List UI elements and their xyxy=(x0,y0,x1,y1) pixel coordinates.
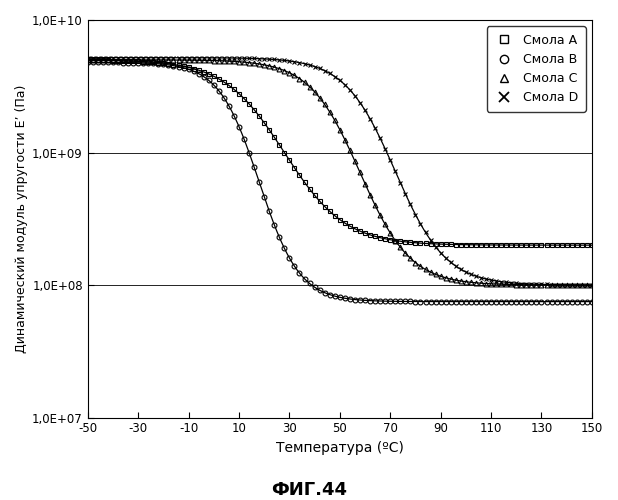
Legend: Смола A, Смола B, Смола C, Смола D: Смола A, Смола B, Смола C, Смола D xyxy=(486,26,586,112)
X-axis label: Температура (ºC): Температура (ºC) xyxy=(276,441,404,455)
Y-axis label: Динамический модуль упругости E’ (Па): Динамический модуль упругости E’ (Па) xyxy=(15,84,28,353)
Text: ФИГ.44: ФИГ.44 xyxy=(271,481,347,499)
